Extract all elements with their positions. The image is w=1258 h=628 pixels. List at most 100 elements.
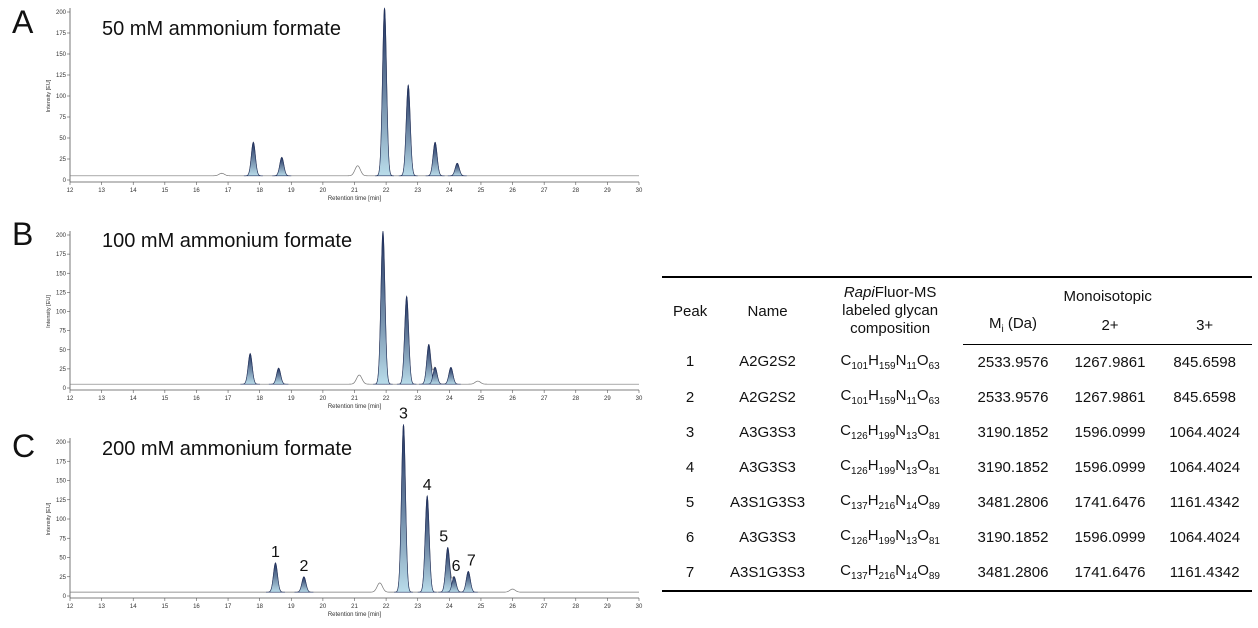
formula-element: N — [895, 422, 907, 439]
y-tick-label: 125 — [56, 498, 67, 504]
x-tick-label: 21 — [351, 604, 358, 610]
y-tick-label: 175 — [56, 459, 67, 465]
y-tick-label: 200 — [56, 440, 67, 446]
x-tick-label: 23 — [414, 188, 421, 194]
x-tick-label: 13 — [98, 396, 105, 402]
formula-count: 11 — [906, 396, 917, 407]
x-tick-label: 15 — [161, 396, 168, 402]
formula-element: C — [840, 457, 852, 474]
col-header-monoisotopic: Monoisotopic — [963, 275, 1252, 314]
x-tick-label: 29 — [604, 396, 611, 402]
col-header-mi: Mi (Da) — [963, 313, 1063, 345]
formula-count: 199 — [878, 431, 896, 442]
y-tick-label: 100 — [56, 94, 67, 100]
x-tick-label: 22 — [383, 188, 390, 194]
x-tick-label: 17 — [225, 604, 232, 610]
formula-count: 216 — [878, 501, 896, 512]
x-tick-label: 25 — [478, 188, 485, 194]
y-tick-label: 100 — [56, 310, 67, 316]
cell-mi: 3481.2806 — [977, 493, 1049, 511]
cell-name: A2G2S2 — [739, 353, 796, 371]
peak-label: 4 — [423, 477, 432, 494]
table-row: 4 A3G3S3 C126H199N13O81 3190.1852 1596.0999 1… — [662, 450, 1252, 485]
cell-peak: 4 — [685, 458, 695, 476]
cell-name: A2G2S2 — [739, 388, 796, 406]
cell-name: A3S1G3S3 — [718, 554, 817, 592]
cell-mi: 2533.9576 — [977, 353, 1049, 371]
formula-count: 89 — [928, 501, 940, 512]
cell-3plus: 1161.4342 — [1169, 493, 1240, 511]
table-row: 6 A3G3S3 C126H199N13O81 3190.1852 1596.0999 1… — [662, 520, 1252, 555]
y-tick-label: 75 — [59, 115, 66, 121]
composition-line2: labeled glycan — [842, 302, 939, 319]
x-axis-label: Retention time [min] — [328, 404, 382, 410]
y-tick-label: 0 — [63, 594, 67, 600]
col-header-2plus: 2+ — [1062, 313, 1158, 345]
y-axis-label: Intensity [EU] — [46, 295, 52, 328]
panel-b-title: 100 mM ammonium formate — [102, 230, 353, 252]
x-tick-label: 30 — [636, 396, 643, 402]
cell-3plus: 845.6598 — [1173, 388, 1236, 406]
formula-count: 89 — [928, 571, 940, 582]
x-tick-label: 14 — [130, 396, 137, 402]
formula-count: 126 — [851, 431, 868, 442]
peak-unlabeled-7 — [447, 162, 467, 177]
y-tick-label: 75 — [59, 329, 66, 335]
cell-peak: 7 — [662, 554, 719, 592]
x-tick-label: 28 — [572, 396, 579, 402]
x-tick-label: 14 — [130, 188, 137, 194]
peak-unlabeled-6 — [425, 141, 445, 177]
formula-element: C — [840, 527, 852, 544]
cell-3plus: 1064.4024 — [1169, 458, 1241, 476]
x-tick-label: 27 — [541, 396, 548, 402]
formula-element: O — [917, 527, 929, 544]
formula-element: H — [868, 351, 879, 369]
formula-count: 159 — [878, 360, 896, 372]
formula-count: 126 — [851, 466, 868, 477]
formula-count: 13 — [906, 466, 918, 477]
peak-unlabeled-0 — [240, 353, 260, 385]
formula-element: C — [840, 492, 852, 509]
formula-count: 81 — [928, 466, 940, 477]
chromatogram-b: 0 25 50 75 100 125 150 175 200 12 13 14 15 16 17 18 19 20… — [46, 231, 643, 410]
x-tick-label: 16 — [193, 188, 200, 194]
formula-element: N — [895, 457, 907, 474]
x-tick-label: 18 — [256, 396, 263, 402]
formula-count: 137 — [851, 571, 868, 582]
x-tick-label: 25 — [478, 396, 485, 402]
y-tick-label: 25 — [59, 575, 66, 581]
x-tick-label: 22 — [383, 604, 390, 610]
y-axis-label: Intensity [EU] — [46, 79, 52, 112]
formula-element: O — [917, 422, 929, 439]
cell-3plus: 1064.4024 — [1169, 423, 1241, 441]
formula-count: 159 — [878, 396, 896, 407]
y-tick-label: 75 — [59, 536, 66, 542]
formula-count: 13 — [906, 431, 918, 442]
formula-count: 101 — [851, 360, 869, 372]
x-tick-label: 22 — [383, 396, 390, 402]
table-row: 2 A2G2S2 C101H159N11O63 2533.9576 1267.9861 8… — [662, 380, 1252, 415]
x-tick-label: 28 — [572, 604, 579, 610]
x-tick-label: 28 — [572, 188, 579, 194]
formula-count: 81 — [928, 431, 940, 442]
y-tick-label: 0 — [63, 178, 67, 184]
peak-label: 1 — [271, 544, 280, 561]
mi-subscript: i — [1001, 324, 1004, 336]
col-header-name: Name — [718, 276, 817, 344]
x-tick-label: 12 — [67, 604, 74, 610]
x-tick-label: 12 — [67, 188, 74, 194]
x-tick-label: 29 — [604, 188, 611, 194]
x-tick-label: 26 — [509, 188, 516, 194]
formula-element: N — [895, 562, 907, 579]
cell-peak: 3 — [685, 423, 695, 441]
formula-element: O — [917, 492, 929, 509]
formula-element: O — [917, 457, 929, 474]
cell-formula: C126H199N13O81 — [817, 520, 963, 555]
y-tick-label: 175 — [56, 31, 67, 37]
x-tick-label: 27 — [541, 188, 548, 194]
x-tick-label: 21 — [351, 396, 358, 402]
formula-count: 14 — [906, 571, 918, 582]
formula-count: 199 — [878, 466, 896, 477]
cell-name: A3G3S3 — [739, 528, 796, 546]
